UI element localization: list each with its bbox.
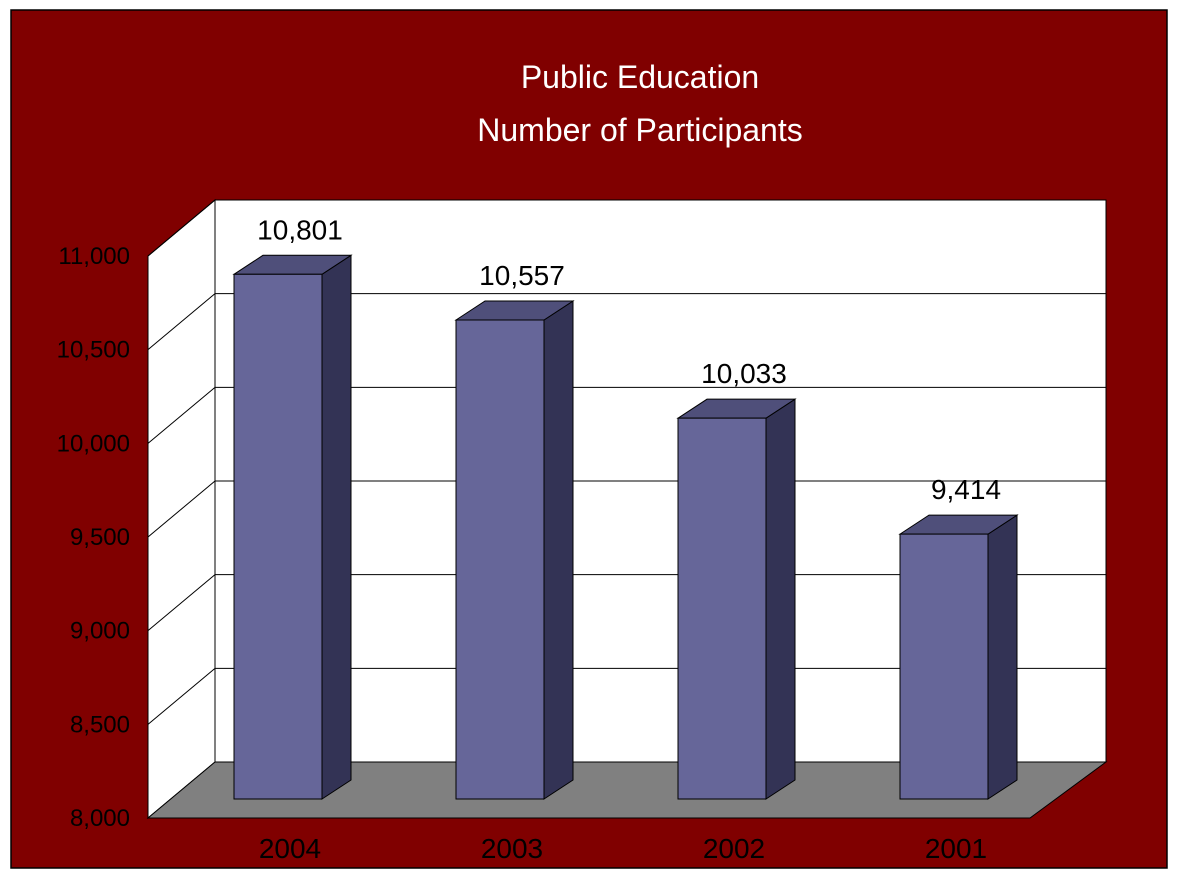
bar	[233, 273, 323, 800]
y-tick-label: 9,000	[70, 618, 130, 645]
y-tick-label: 11,000	[58, 243, 130, 270]
bar-side-face	[321, 254, 352, 800]
side-gridline	[147, 293, 216, 351]
bar-side-face	[765, 398, 796, 800]
side-gridline	[147, 574, 216, 632]
y-tick-label: 8,000	[70, 805, 130, 832]
y-tick-label: 8,500	[70, 711, 130, 738]
y-tick-label: 10,500	[57, 337, 130, 364]
data-label: 10,033	[701, 358, 787, 389]
y-tick-label: 9,500	[70, 524, 130, 551]
y-tick-label: 10,000	[57, 430, 130, 457]
side-gridline	[147, 386, 216, 444]
bar	[677, 417, 767, 800]
x-tick-label: 2004	[259, 833, 321, 864]
bars-layer	[232, 254, 1019, 800]
bar	[899, 533, 989, 800]
chart-title-line-2: Number of Participants	[477, 112, 802, 148]
bar-side-face	[987, 514, 1018, 800]
x-tick-label: 2001	[925, 833, 987, 864]
data-label: 9,414	[931, 474, 1001, 505]
data-label: 10,801	[257, 214, 343, 245]
bar-side-face	[543, 300, 574, 800]
plot-floor	[146, 761, 1108, 819]
x-tick-label: 2002	[703, 833, 765, 864]
x-tick-label: 2003	[481, 833, 543, 864]
side-gridline	[147, 480, 216, 538]
grid-layer	[147, 199, 1106, 725]
bar	[455, 319, 545, 800]
side-gridline	[147, 667, 216, 725]
data-label: 10,557	[479, 260, 565, 291]
y-axis-ticks: 8,000 8,500 9,000 9,500 10,000 10,500 11,000	[57, 243, 130, 832]
chart-title-line-1: Public Education	[521, 59, 759, 95]
data-labels-layer: 10,801 10,557 10,033 9,414	[257, 214, 1001, 505]
side-gridline	[147, 199, 216, 257]
x-axis-ticks: 2004 2003 2002 2001	[259, 833, 987, 864]
